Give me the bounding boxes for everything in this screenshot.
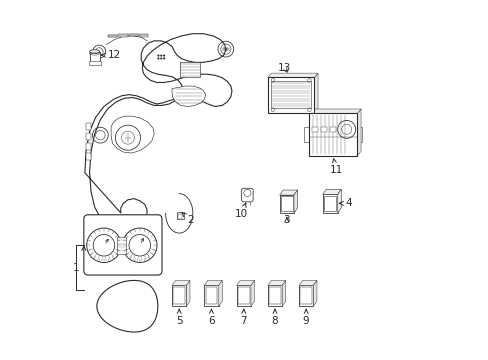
Bar [86, 133, 91, 140]
Bar [177, 212, 183, 220]
Polygon shape [236, 280, 254, 285]
Bar [267, 285, 282, 306]
Polygon shape [172, 280, 190, 285]
FancyBboxPatch shape [83, 215, 162, 275]
Bar [298, 285, 313, 306]
Polygon shape [97, 280, 158, 332]
Text: 7: 7 [240, 309, 246, 325]
Circle shape [163, 54, 165, 57]
Text: 10: 10 [234, 203, 247, 219]
Ellipse shape [89, 50, 100, 54]
Circle shape [163, 57, 165, 59]
Polygon shape [267, 280, 285, 285]
Bar [271, 81, 310, 108]
Polygon shape [314, 73, 317, 113]
Bar [173, 287, 184, 304]
Bar [86, 153, 91, 160]
Bar [205, 287, 217, 304]
Bar [204, 285, 218, 306]
Bar [117, 237, 126, 253]
Bar [329, 127, 336, 132]
Bar [308, 113, 357, 156]
Bar [89, 52, 100, 62]
Circle shape [157, 57, 159, 59]
Bar [236, 285, 250, 306]
Bar [88, 61, 101, 65]
Polygon shape [279, 190, 297, 195]
Polygon shape [85, 34, 231, 231]
Polygon shape [218, 280, 222, 306]
Circle shape [160, 54, 162, 57]
Polygon shape [357, 109, 360, 156]
Bar [107, 35, 117, 37]
Polygon shape [313, 280, 316, 306]
Text: 12: 12 [101, 50, 121, 60]
Bar [281, 197, 292, 211]
Bar [140, 35, 148, 37]
Polygon shape [267, 73, 317, 77]
Text: 13: 13 [278, 63, 291, 73]
Polygon shape [204, 280, 222, 285]
Text: 8: 8 [271, 309, 278, 325]
Polygon shape [186, 280, 190, 306]
Polygon shape [322, 189, 341, 194]
Polygon shape [250, 280, 254, 306]
Polygon shape [111, 116, 154, 153]
Bar [279, 195, 293, 213]
Circle shape [157, 54, 159, 57]
Bar [178, 215, 182, 219]
Bar [267, 77, 314, 113]
Polygon shape [172, 86, 205, 107]
Bar [180, 62, 200, 77]
Text: 3: 3 [283, 215, 289, 225]
Bar [322, 194, 337, 213]
Bar [357, 127, 362, 142]
Polygon shape [282, 280, 285, 306]
Bar [172, 285, 186, 306]
Polygon shape [308, 109, 360, 113]
Bar [118, 35, 128, 37]
Text: 11: 11 [328, 159, 342, 175]
Bar [304, 127, 309, 142]
Bar [269, 287, 280, 304]
Bar [324, 196, 336, 211]
Text: 5: 5 [176, 309, 182, 325]
Text: 4: 4 [339, 198, 351, 208]
Text: 9: 9 [302, 309, 309, 325]
Polygon shape [298, 280, 316, 285]
Bar [129, 34, 139, 36]
Circle shape [160, 57, 162, 59]
Polygon shape [293, 190, 297, 213]
Bar [86, 143, 91, 150]
Text: 2: 2 [182, 213, 194, 225]
Bar [311, 127, 318, 132]
Bar [300, 287, 311, 304]
Bar [320, 127, 326, 132]
Text: 6: 6 [208, 309, 214, 325]
Bar [238, 287, 249, 304]
FancyBboxPatch shape [241, 188, 253, 202]
Text: 1: 1 [73, 263, 79, 273]
Polygon shape [337, 189, 341, 213]
Bar [86, 123, 91, 130]
